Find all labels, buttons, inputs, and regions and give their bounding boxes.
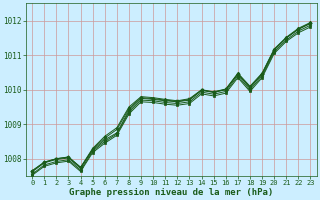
X-axis label: Graphe pression niveau de la mer (hPa): Graphe pression niveau de la mer (hPa) <box>69 188 274 197</box>
